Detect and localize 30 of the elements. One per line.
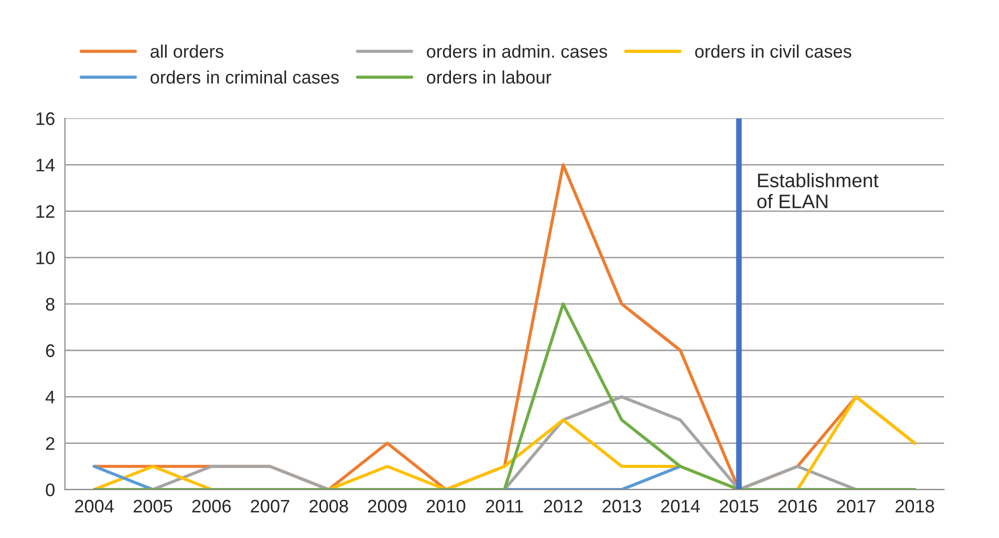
- x-tick-label: 2017: [836, 500, 876, 513]
- x-tick-label: 2008: [310, 500, 348, 513]
- x-tick-label: 2006: [192, 500, 231, 513]
- y-tick-label: 2: [46, 437, 54, 450]
- x-tick-label: 2016: [778, 500, 817, 513]
- x-tick-label: 2014: [661, 500, 700, 513]
- x-tick-label: 2010: [426, 500, 466, 513]
- y-tick-label: 10: [36, 252, 55, 264]
- ref-line-label: Establishment of ELAN: [757, 173, 878, 208]
- y-tick-label: 6: [46, 344, 54, 358]
- x-tick-label: 2012: [544, 500, 582, 513]
- y-tick-label: 4: [46, 390, 55, 404]
- x-tick-label: 2013: [602, 500, 642, 513]
- x-tick-label: 2018: [896, 500, 934, 513]
- y-tick-label: 14: [36, 158, 55, 172]
- x-tick-label: 2005: [134, 500, 172, 513]
- legend-label: orders in criminal cases: [150, 70, 339, 84]
- legend-label: orders in admin. cases: [426, 44, 608, 58]
- y-tick-label: 8: [46, 298, 54, 311]
- y-tick-label: 16: [36, 112, 54, 126]
- x-tick-label: 2007: [250, 500, 290, 513]
- x-tick-label: 2011: [486, 500, 524, 513]
- x-tick-label: 2009: [368, 500, 407, 513]
- y-tick-label: 12: [36, 205, 54, 218]
- legend-label: orders in labour: [426, 70, 552, 84]
- x-tick-label: 2004: [75, 500, 114, 513]
- x-tick-label: 2015: [720, 500, 758, 513]
- legend-label: orders in civil cases: [695, 44, 852, 58]
- y-tick-label: 0: [46, 484, 55, 496]
- legend-label: all orders: [150, 44, 224, 58]
